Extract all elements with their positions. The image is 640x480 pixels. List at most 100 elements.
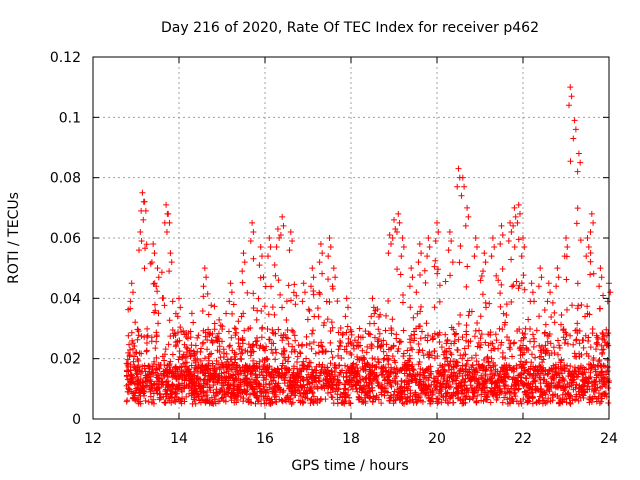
data-point <box>143 241 150 248</box>
data-point <box>484 353 491 360</box>
data-point <box>346 394 353 401</box>
data-point <box>151 280 158 287</box>
data-point <box>200 283 207 290</box>
data-point <box>599 349 606 356</box>
data-point <box>598 274 605 281</box>
data-point <box>299 362 306 369</box>
data-point <box>329 283 336 290</box>
data-point <box>294 359 301 366</box>
data-point <box>128 280 135 287</box>
data-point <box>221 350 228 357</box>
data-point <box>317 241 324 248</box>
data-point <box>499 231 506 238</box>
data-point <box>173 375 180 382</box>
data-point <box>335 346 342 353</box>
data-point <box>336 371 343 378</box>
data-point <box>341 346 348 353</box>
data-point <box>143 347 150 354</box>
data-point <box>564 362 571 369</box>
data-point <box>456 380 463 387</box>
data-point <box>510 222 517 229</box>
data-point <box>197 388 204 395</box>
data-point <box>264 326 271 333</box>
data-point <box>362 398 369 405</box>
data-point <box>447 383 454 390</box>
data-point <box>256 358 263 365</box>
y-tick-label: 0.08 <box>50 171 81 187</box>
data-point <box>428 381 435 388</box>
data-point <box>578 383 585 390</box>
data-point <box>518 363 525 370</box>
data-point <box>244 397 251 404</box>
data-point <box>300 280 307 287</box>
data-point <box>309 330 316 337</box>
data-point <box>419 366 426 373</box>
data-point <box>228 289 235 296</box>
data-point <box>230 301 237 308</box>
data-point <box>474 392 481 399</box>
data-point <box>375 380 382 387</box>
data-point <box>460 400 467 407</box>
data-point <box>481 363 488 370</box>
data-point <box>475 387 482 394</box>
data-point <box>383 312 390 319</box>
data-point <box>386 231 393 238</box>
data-point <box>526 372 533 379</box>
data-point <box>139 189 146 196</box>
data-point <box>536 342 543 349</box>
data-point <box>573 336 580 343</box>
data-point <box>397 396 404 403</box>
data-point <box>326 299 333 306</box>
data-point <box>426 394 433 401</box>
data-point <box>585 365 592 372</box>
data-point <box>154 288 161 295</box>
data-point <box>351 337 358 344</box>
data-point <box>554 370 561 377</box>
data-point <box>414 398 421 405</box>
data-point <box>527 365 534 372</box>
data-point <box>308 366 315 373</box>
data-point <box>298 342 305 349</box>
data-point <box>150 241 157 248</box>
data-point <box>132 319 139 326</box>
data-point <box>587 271 594 278</box>
data-point <box>434 400 441 407</box>
data-point <box>318 343 325 350</box>
data-point <box>440 376 447 383</box>
data-point <box>169 298 176 305</box>
data-point <box>204 396 211 403</box>
data-point <box>582 313 589 320</box>
data-point <box>306 387 313 394</box>
data-point <box>467 378 474 385</box>
data-point <box>161 399 168 406</box>
data-point <box>573 381 580 388</box>
data-point <box>144 325 151 332</box>
data-point <box>500 366 507 373</box>
data-point <box>454 359 461 366</box>
data-point <box>384 389 391 396</box>
data-point <box>192 365 199 372</box>
data-point <box>171 397 178 404</box>
data-point <box>536 374 543 381</box>
data-point <box>468 385 475 392</box>
data-point <box>294 353 301 360</box>
data-point <box>500 373 507 380</box>
data-point <box>544 338 551 345</box>
data-point <box>563 235 569 241</box>
data-point <box>395 389 402 396</box>
data-point <box>330 265 337 272</box>
data-point <box>511 391 518 398</box>
data-point <box>466 395 473 402</box>
data-point <box>409 377 416 384</box>
data-point <box>379 384 386 391</box>
data-point <box>153 283 160 290</box>
data-point <box>201 355 208 362</box>
data-point <box>190 319 197 326</box>
data-point <box>576 327 583 334</box>
data-point <box>407 393 414 400</box>
data-point <box>513 278 520 285</box>
data-point <box>506 389 513 396</box>
data-point <box>335 352 342 359</box>
data-point <box>340 389 347 396</box>
data-point <box>168 388 175 395</box>
